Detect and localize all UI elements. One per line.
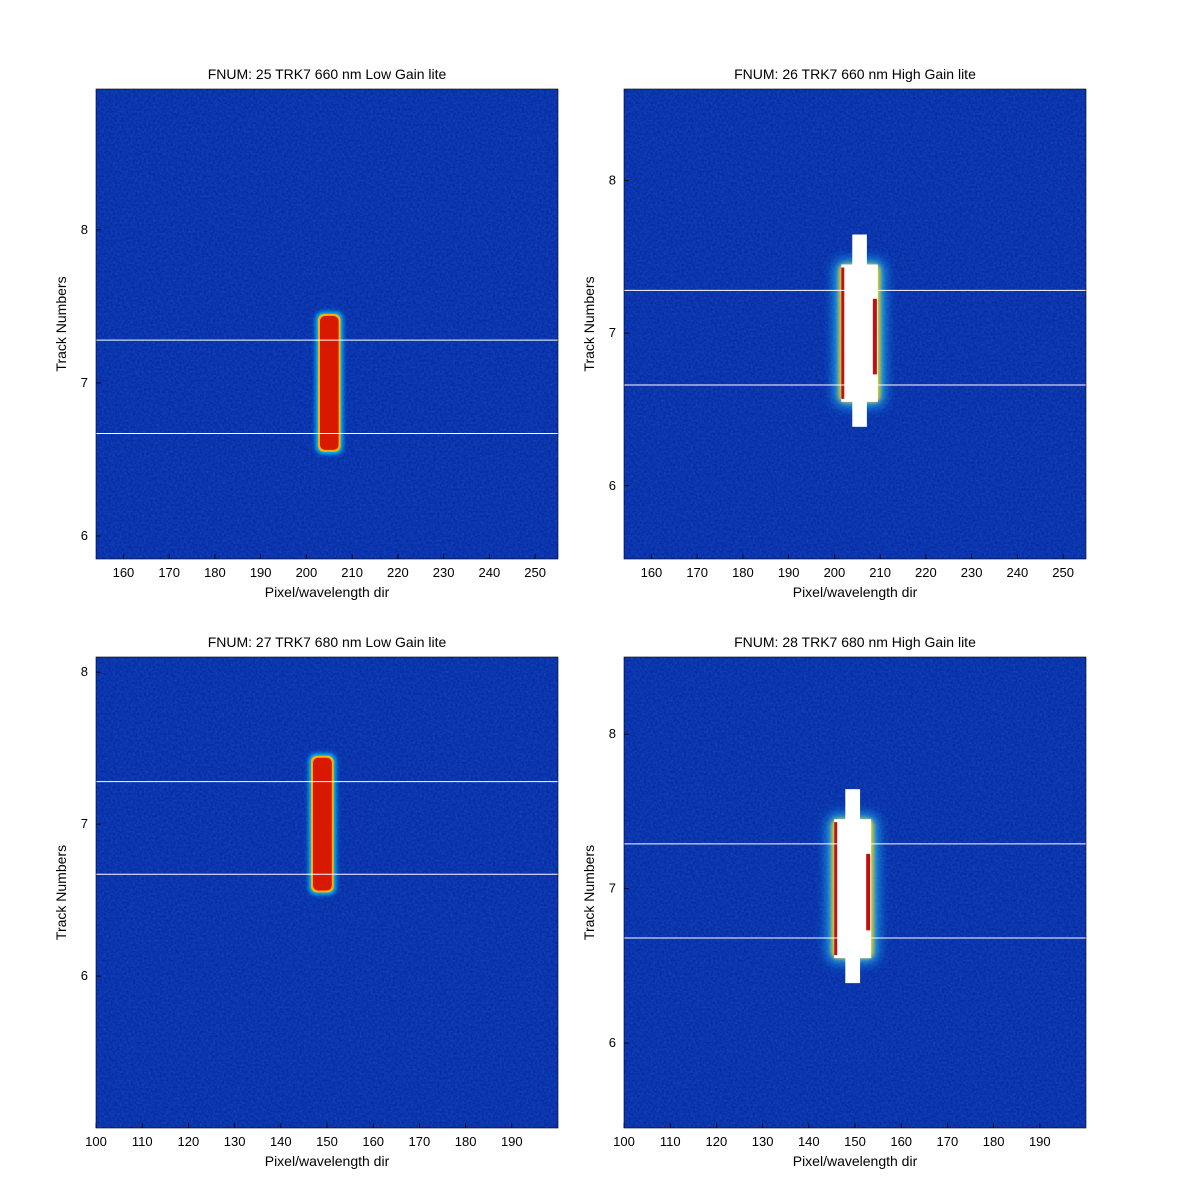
x-tick-label: 130 [224, 1134, 246, 1149]
y-tick-label: 8 [81, 222, 88, 237]
y-tick-label: 8 [609, 173, 616, 188]
x-tick-label: 180 [204, 565, 226, 580]
chart-panel-1: 160 170 180 190 200 210 220 230 240 250 6 7 8 FNUM: 2… [53, 66, 559, 600]
y-tick-label: 7 [81, 816, 88, 831]
y-tick-label: 6 [81, 528, 88, 543]
spot-edge-left [834, 822, 838, 956]
chart-panel-3: 100 110 120 130 140 150 160 170 180 190 6 7 8 FNUM: 2… [53, 634, 559, 1169]
x-tick-label: 120 [178, 1134, 200, 1149]
y-tick-label: 7 [609, 325, 616, 340]
x-tick-label: 120 [706, 1134, 728, 1149]
y-axis-label: Track Numbers [53, 845, 69, 940]
x-tick-label: 160 [113, 565, 135, 580]
x-axis-label: Pixel/wavelength dir [265, 1153, 390, 1169]
chart-panel-4: 100 110 120 130 140 150 160 170 180 190 6 7 8 FNUM: 2… [581, 634, 1087, 1169]
x-tick-label: 170 [686, 565, 708, 580]
axes-frame [95, 88, 559, 560]
x-tick-label: 160 [641, 565, 663, 580]
x-tick-label: 110 [132, 1134, 153, 1149]
axes-frame [95, 656, 559, 1129]
chart-panel-2: 160 170 180 190 200 210 220 230 240 250 6 7 8 FNUM: 2… [581, 66, 1087, 600]
x-tick-label: 200 [824, 565, 846, 580]
x-tick-label: 210 [341, 565, 363, 580]
axes-frame [623, 656, 1087, 1129]
y-axis-label: Track Numbers [581, 276, 597, 371]
y-tick-label: 6 [609, 478, 616, 493]
x-axis-label: Pixel/wavelength dir [793, 584, 918, 600]
x-tick-label: 190 [501, 1134, 523, 1149]
x-tick-label: 160 [362, 1134, 384, 1149]
x-tick-label: 170 [409, 1134, 431, 1149]
chart-title: FNUM: 28 TRK7 680 nm High Gain lite [734, 634, 976, 650]
y-tick-label: 6 [609, 1035, 616, 1050]
x-tick-label: 100 [85, 1134, 107, 1149]
spot-core [319, 316, 339, 450]
x-tick-label: 100 [613, 1134, 635, 1149]
spot-saturated-core [845, 789, 861, 984]
x-tick-label: 250 [1052, 565, 1074, 580]
y-tick-label: 7 [609, 881, 616, 896]
x-tick-label: 150 [844, 1134, 866, 1149]
x-tick-label: 230 [961, 565, 983, 580]
x-tick-label: 180 [732, 565, 754, 580]
axes-frame [623, 88, 1087, 560]
y-tick-label: 6 [81, 968, 88, 983]
chart-title: FNUM: 27 TRK7 680 nm Low Gain lite [208, 634, 447, 650]
x-tick-label: 240 [479, 565, 501, 580]
chart-title: FNUM: 25 TRK7 660 nm Low Gain lite [208, 66, 447, 82]
x-tick-label: 140 [798, 1134, 820, 1149]
x-tick-label: 180 [983, 1134, 1005, 1149]
x-tick-label: 190 [778, 565, 800, 580]
x-tick-label: 160 [890, 1134, 912, 1149]
spot-edge-right [866, 853, 871, 931]
spot-core [312, 757, 332, 891]
x-tick-label: 130 [752, 1134, 774, 1149]
spot-saturated-core [852, 234, 867, 427]
x-tick-label: 140 [270, 1134, 292, 1149]
x-tick-label: 210 [869, 565, 891, 580]
x-tick-label: 250 [524, 565, 546, 580]
x-axis-label: Pixel/wavelength dir [793, 1153, 918, 1169]
x-tick-label: 170 [158, 565, 180, 580]
x-tick-label: 200 [296, 565, 318, 580]
chart-title: FNUM: 26 TRK7 660 nm High Gain lite [734, 66, 976, 82]
spot-edge-left [841, 267, 845, 399]
y-axis-label: Track Numbers [53, 276, 69, 371]
y-tick-label: 7 [81, 375, 88, 390]
x-tick-label: 240 [1007, 565, 1029, 580]
y-axis-label: Track Numbers [581, 845, 597, 940]
x-tick-label: 180 [455, 1134, 477, 1149]
x-tick-label: 220 [387, 565, 409, 580]
x-tick-label: 110 [660, 1134, 681, 1149]
y-tick-label: 8 [609, 726, 616, 741]
x-tick-label: 150 [316, 1134, 338, 1149]
spot-edge-right [872, 298, 877, 375]
x-tick-label: 220 [915, 565, 937, 580]
x-tick-label: 170 [937, 1134, 959, 1149]
x-tick-label: 190 [1029, 1134, 1051, 1149]
y-tick-label: 8 [81, 664, 88, 679]
x-tick-label: 190 [250, 565, 272, 580]
x-tick-label: 230 [433, 565, 455, 580]
x-axis-label: Pixel/wavelength dir [265, 584, 390, 600]
